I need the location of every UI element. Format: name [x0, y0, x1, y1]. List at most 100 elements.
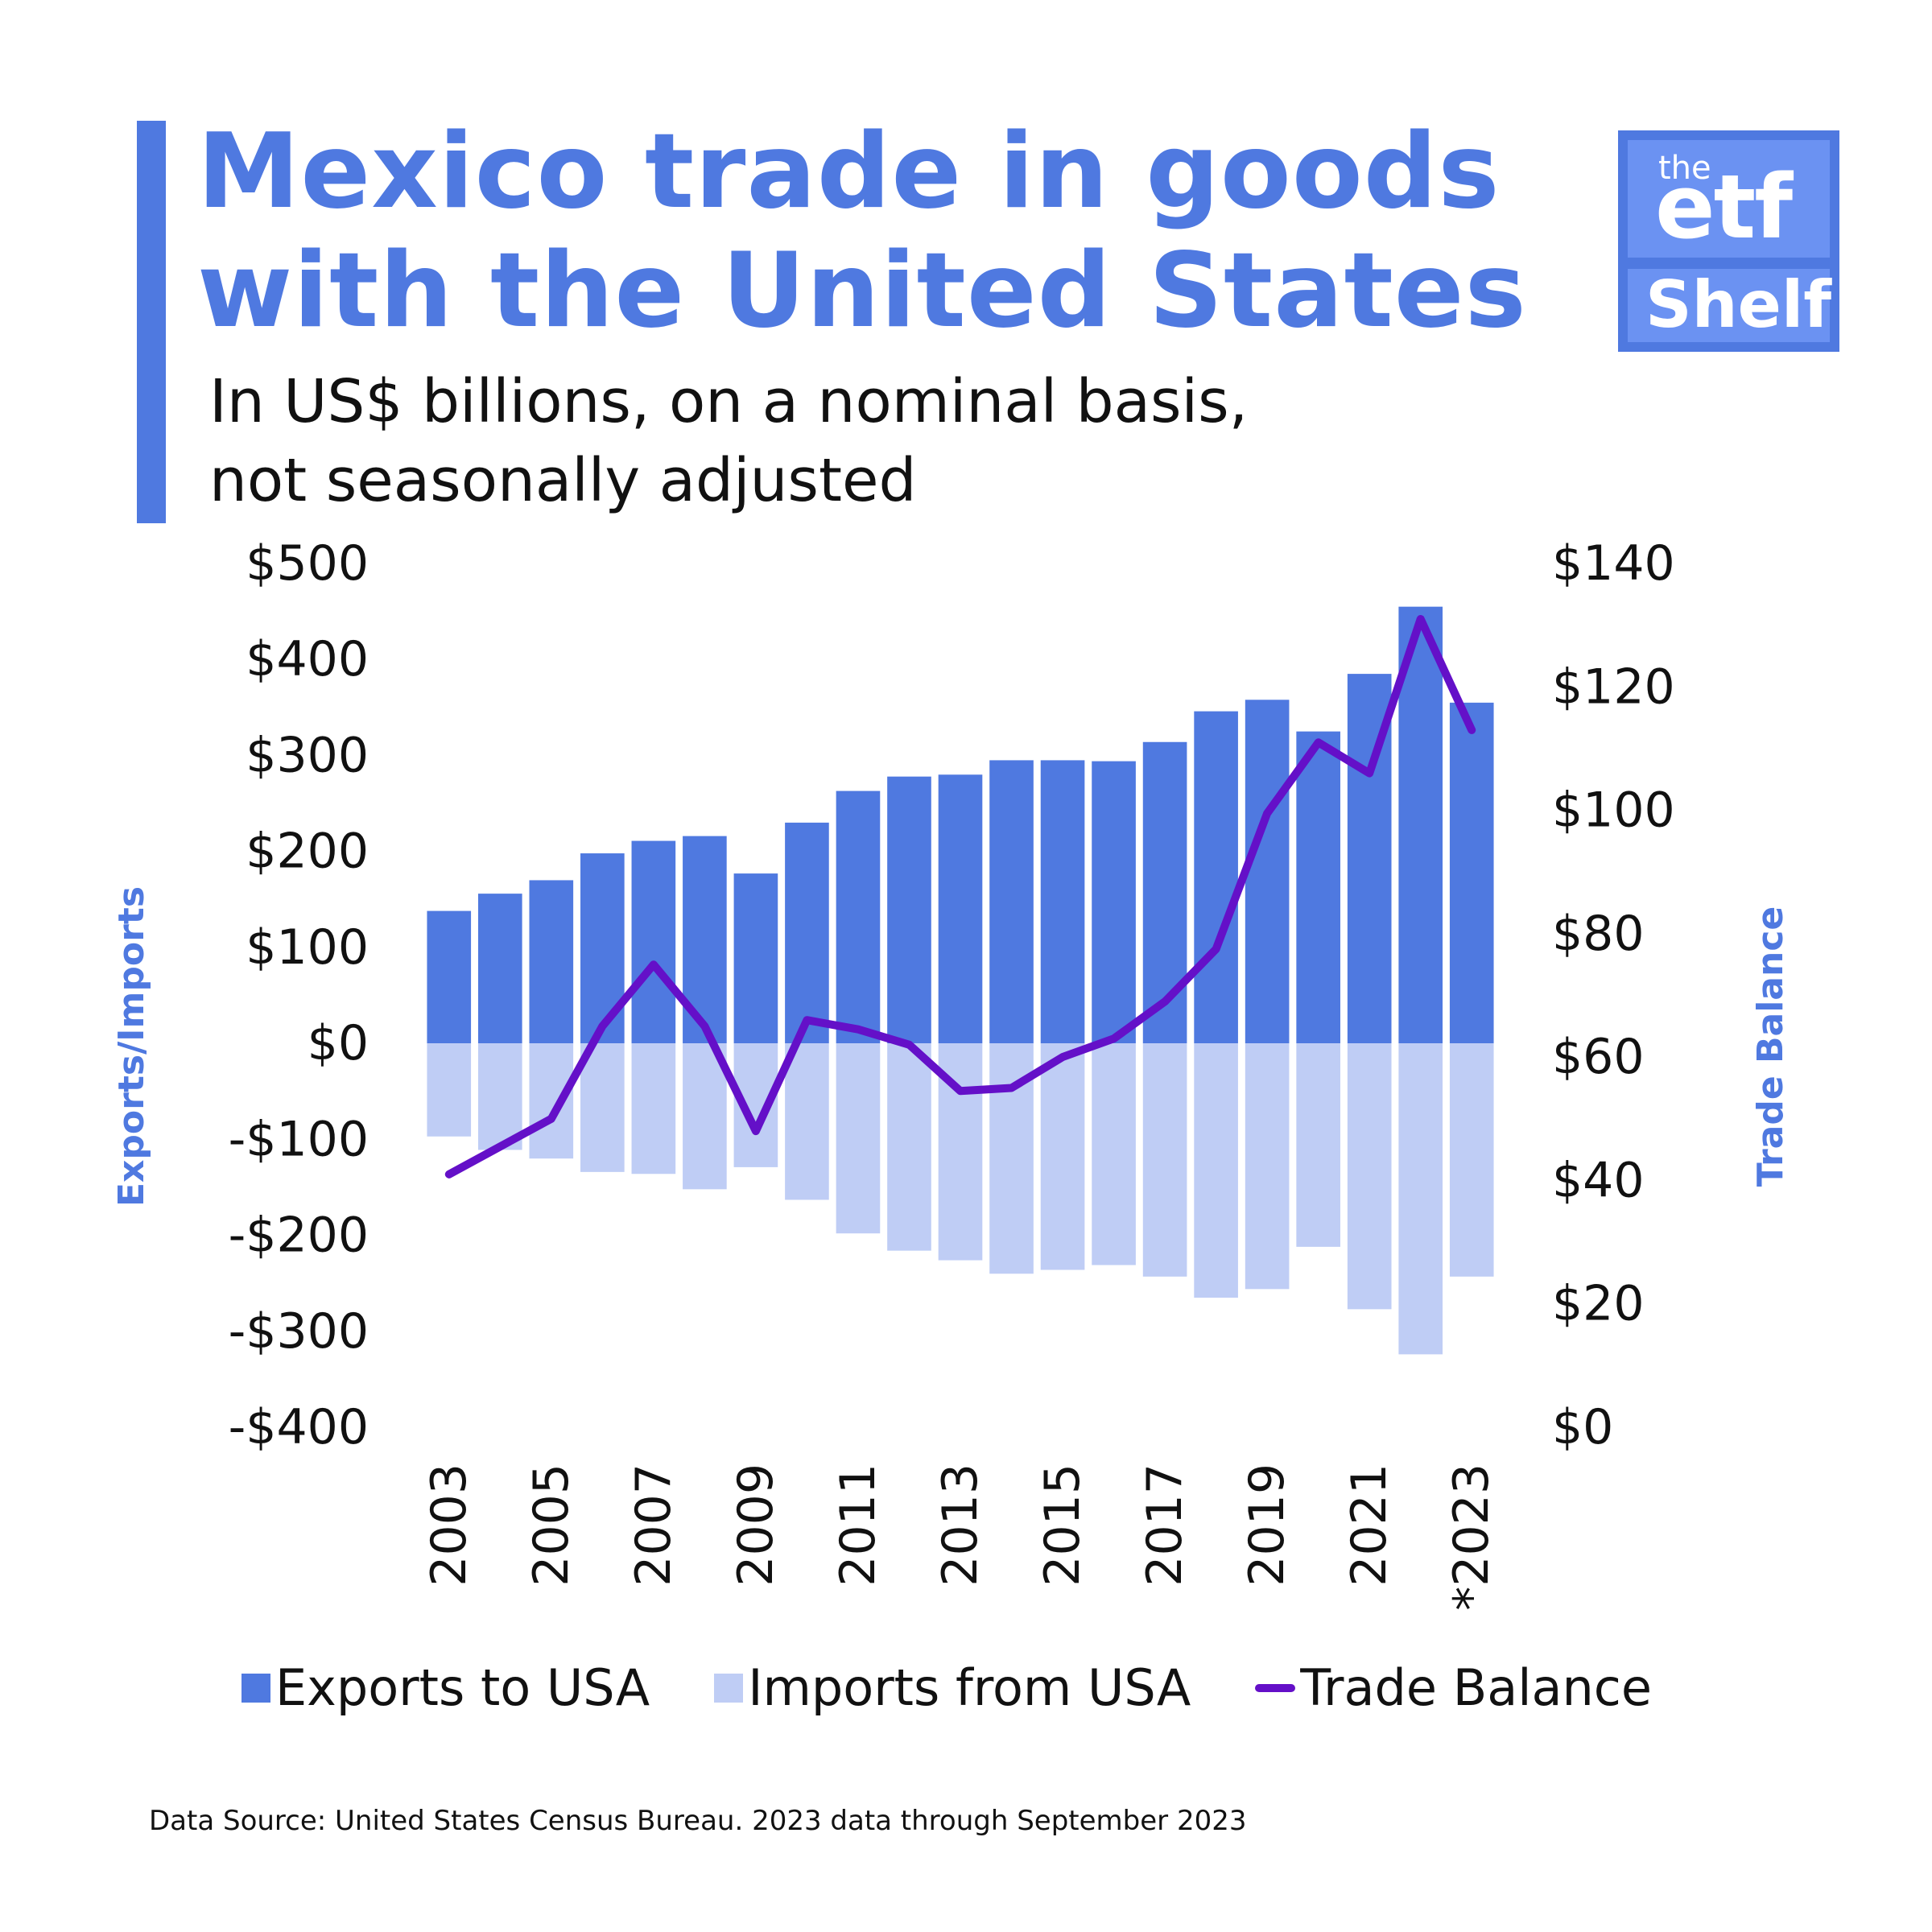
right-tick-label-3: $80: [1552, 906, 1645, 962]
trade-balance-point-14: [1164, 1001, 1166, 1002]
data-source-note: Data Source: United States Census Bureau…: [149, 1805, 1247, 1837]
right-tick-label-1: $120: [1552, 658, 1675, 715]
x-tick-label-1: 2005: [523, 1463, 580, 1587]
logo-background: [1628, 140, 1830, 342]
import-bar-18: [1347, 1043, 1392, 1310]
y-axis-label-left: Exports/Imports: [111, 886, 152, 1207]
export-bar-3: [580, 853, 625, 1044]
import-bar-8: [836, 1043, 881, 1234]
y-axis-label-right: Trade Balance: [1750, 906, 1791, 1187]
export-bar-15: [1194, 711, 1238, 1044]
title-line-1: Mexico trade in goods: [197, 112, 1501, 232]
subtitle-line-1: In US$ billions, on a nominal basis,: [209, 367, 1249, 436]
legend-swatch-imports: [714, 1673, 744, 1703]
import-bar-7: [785, 1043, 829, 1200]
import-bar-4: [631, 1043, 676, 1174]
import-bar-2: [529, 1043, 574, 1159]
trade-balance-point-10: [960, 1090, 961, 1092]
x-tick-label-9: 2021: [1341, 1463, 1397, 1587]
trade-balance-point-1: [499, 1146, 501, 1147]
right-tick-label-7: $0: [1552, 1399, 1613, 1455]
import-bar-16: [1245, 1043, 1290, 1290]
import-bar-19: [1398, 1043, 1443, 1355]
right-tick-label-6: $20: [1552, 1276, 1645, 1332]
right-tick-label-0: $140: [1552, 535, 1675, 592]
export-bar-4: [631, 840, 676, 1044]
left-tick-label-8: -$300: [229, 1303, 369, 1360]
export-bar-8: [836, 791, 881, 1044]
import-bar-9: [887, 1043, 931, 1251]
trade-balance-point-4: [653, 964, 654, 965]
import-bar-5: [683, 1043, 727, 1190]
legend-item-exports: Exports to USA: [242, 1658, 650, 1717]
export-bar-0: [427, 910, 472, 1044]
left-tick-label-6: -$100: [229, 1111, 369, 1167]
right-tick-label-4: $60: [1552, 1029, 1645, 1085]
export-bar-17: [1296, 731, 1340, 1044]
import-bar-1: [477, 1043, 522, 1150]
left-tick-label-2: $300: [246, 727, 369, 783]
trade-balance-point-16: [1266, 812, 1268, 814]
logo-separator: [1628, 258, 1830, 269]
left-tick-label-0: $500: [246, 535, 369, 592]
export-bar-1: [477, 894, 522, 1044]
x-tick-label-5: 2013: [932, 1463, 989, 1587]
left-tick-label-9: -$400: [229, 1399, 369, 1455]
export-bar-13: [1092, 761, 1136, 1044]
x-tick-label-6: 2015: [1034, 1463, 1091, 1587]
logo-shelf: Shelf: [1645, 267, 1832, 342]
export-bar-9: [887, 776, 931, 1044]
legend-label-exports: Exports to USA: [275, 1658, 650, 1717]
trade-chart: $500 $400 $300 $200 $100 $0 -$100 -$200 -$300 -$4…: [111, 535, 1791, 1611]
left-tick-label-3: $200: [246, 824, 369, 880]
export-bar-16: [1245, 700, 1290, 1044]
subtitle-line-2: not seasonally adjusted: [209, 446, 917, 515]
left-axis-ticks: $500 $400 $300 $200 $100 $0 -$100 -$200 -$300 -$4…: [229, 535, 369, 1455]
legend-label-balance: Trade Balance: [1300, 1658, 1653, 1717]
legend-swatch-balance: [1255, 1683, 1296, 1692]
etf-shelf-logo: the etf Shelf: [1618, 130, 1839, 352]
right-tick-label-5: $40: [1552, 1152, 1645, 1208]
export-bar-20: [1449, 702, 1494, 1044]
trade-balance-point-8: [857, 1029, 859, 1030]
page-subtitle: In US$ billions, on a nominal basis, not…: [209, 362, 1248, 520]
trade-balance-point-13: [1113, 1038, 1115, 1039]
x-tick-label-8: 2019: [1239, 1463, 1295, 1587]
chart-legend: Exports to USA Imports from USA Trade Ba…: [242, 1658, 1716, 1717]
export-bar-10: [938, 774, 983, 1044]
x-tick-label-4: 2011: [830, 1463, 886, 1587]
title-line-2: with the United States: [197, 231, 1527, 351]
export-bar-7: [785, 822, 829, 1044]
left-tick-label-1: $400: [246, 631, 369, 687]
x-tick-label-3: 2009: [728, 1463, 784, 1587]
left-tick-label-5: $0: [308, 1015, 369, 1071]
x-tick-label-7: 2017: [1137, 1463, 1193, 1587]
import-bar-12: [1040, 1043, 1085, 1270]
import-bar-15: [1194, 1043, 1238, 1298]
trade-balance-point-18: [1368, 773, 1370, 774]
legend-swatch-exports: [242, 1673, 270, 1703]
page-title: Mexico trade in goods with the United St…: [197, 113, 1527, 351]
import-bar-13: [1092, 1043, 1136, 1265]
x-tick-label-10: *2023: [1443, 1463, 1500, 1611]
import-bar-20: [1449, 1043, 1494, 1277]
export-bar-12: [1040, 760, 1085, 1044]
logo-the: the: [1658, 150, 1711, 187]
trade-balance-point-6: [755, 1130, 757, 1132]
trade-balance-point-17: [1318, 741, 1319, 743]
right-axis-ticks: $140 $120 $100 $80 $60 $40 $20 $0: [1552, 535, 1675, 1455]
export-bar-11: [989, 760, 1034, 1044]
bars-group: [427, 606, 1494, 1355]
left-tick-label-7: -$200: [229, 1208, 369, 1264]
import-bar-3: [580, 1043, 625, 1172]
import-bar-17: [1296, 1043, 1340, 1247]
balance-line-group: [444, 615, 1476, 1179]
import-bar-0: [427, 1043, 472, 1137]
right-tick-label-2: $100: [1552, 782, 1675, 839]
export-bar-6: [733, 873, 778, 1044]
x-tick-label-2: 2007: [625, 1463, 682, 1587]
import-bar-14: [1142, 1043, 1187, 1277]
export-bar-2: [529, 880, 574, 1044]
legend-item-imports: Imports from USA: [714, 1658, 1191, 1717]
export-bar-19: [1398, 606, 1443, 1044]
